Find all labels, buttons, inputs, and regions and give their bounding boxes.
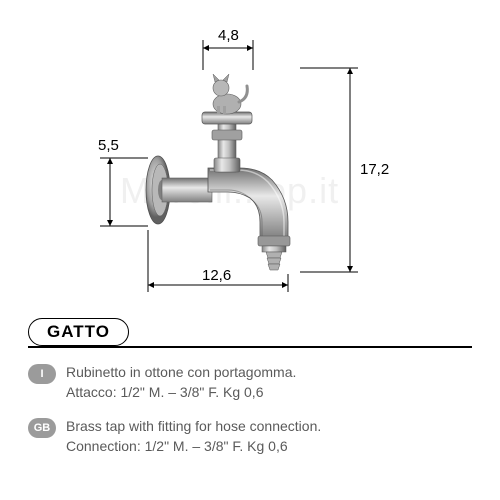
language-badge-gb: GB (28, 418, 56, 438)
dimension-lines: 4,8 17,2 5,5 12,6 (80, 10, 420, 300)
dim-total-height: 17,2 (360, 161, 389, 178)
product-title: GATTO (28, 318, 129, 346)
technical-diagram: 4,8 17,2 5,5 12,6 (80, 10, 420, 300)
language-badge-it: I (28, 364, 56, 384)
description-english: GB Brass tap with fitting for hose conne… (28, 416, 321, 457)
title-underline (28, 346, 472, 348)
description-text-it: Rubinetto in ottone con portagomma. Atta… (66, 362, 296, 403)
dim-flange-height: 5,5 (98, 137, 119, 154)
description-italian: I Rubinetto in ottone con portagomma. At… (28, 362, 296, 403)
description-text-gb: Brass tap with fitting for hose connecti… (66, 416, 321, 457)
dim-spout-reach: 12,6 (202, 267, 231, 284)
dim-top-width: 4,8 (218, 27, 239, 44)
